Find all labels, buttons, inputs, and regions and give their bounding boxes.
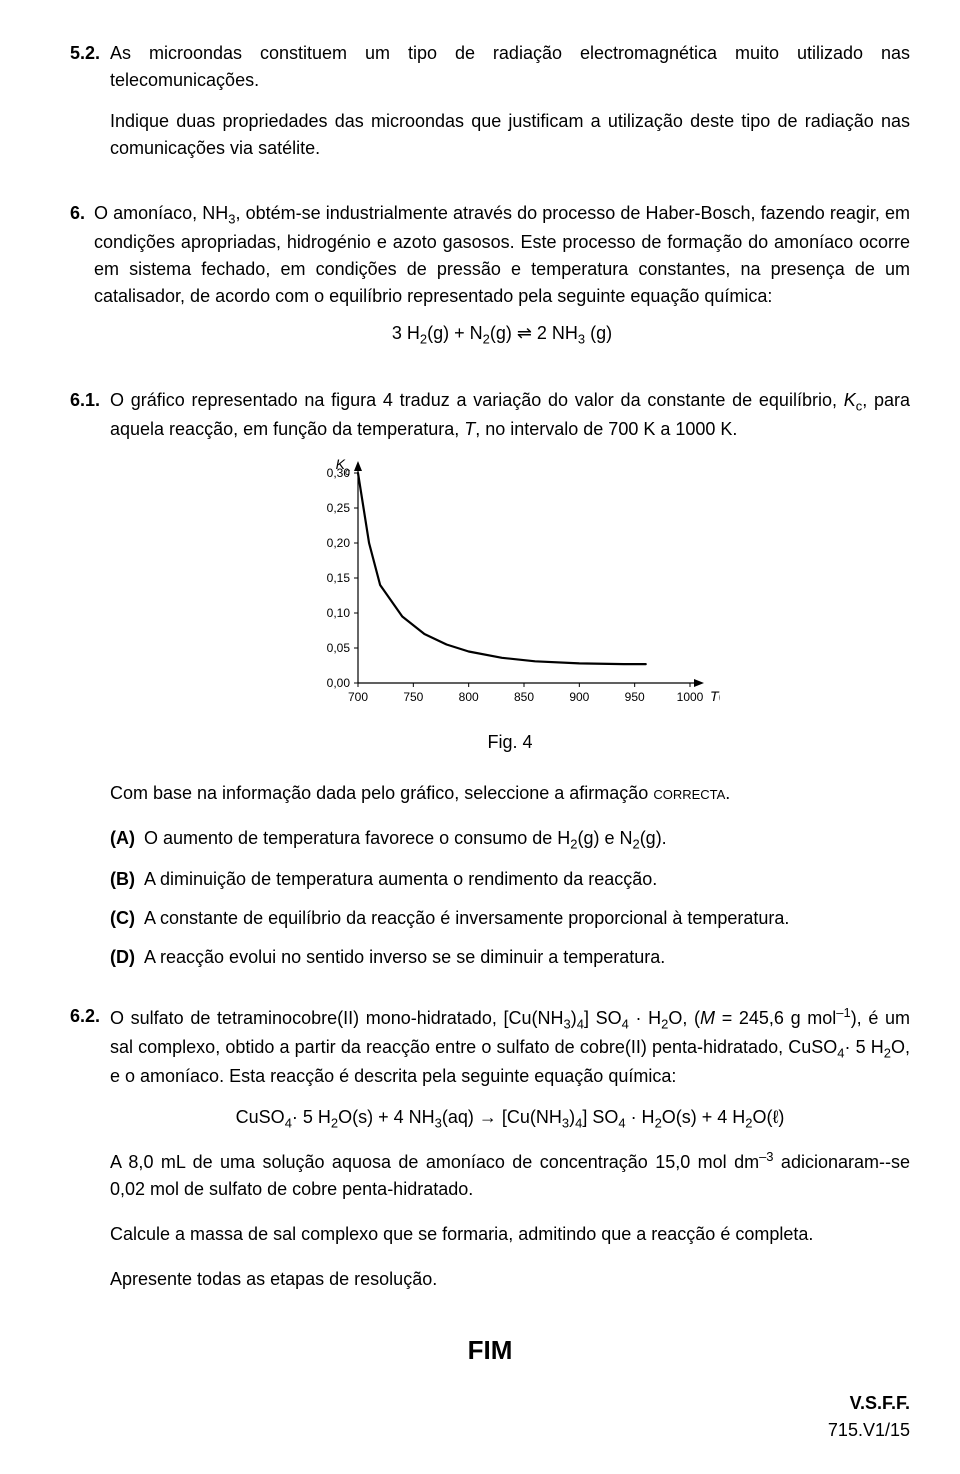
- options-list: (A)O aumento de temperatura favorece o c…: [110, 825, 910, 971]
- M-italic: M: [700, 1008, 715, 1028]
- svg-text:950: 950: [625, 690, 645, 704]
- q6-equation: 3 H2(g) + N2(g) ⇌ 2 NH3 (g): [94, 320, 910, 349]
- q52-p1: As microondas constituem um tipo de radi…: [110, 43, 910, 90]
- q52-p2: Indique duas propriedades das microondas…: [110, 108, 910, 162]
- option-a: (A)O aumento de temperatura favorece o c…: [110, 825, 910, 854]
- q62-p3: Calcule a massa de sal complexo que se f…: [110, 1221, 910, 1248]
- q62-p2a: A 8,0 mL de uma solução aquosa de amonía…: [110, 1152, 759, 1172]
- opt-b-text: A diminuição de temperatura aumenta o re…: [144, 869, 657, 889]
- q62-t: · 5 H: [844, 1037, 883, 1057]
- q61-prompt-a: Com base na informação dada pelo gráfico…: [110, 783, 653, 803]
- question-6-2: 6.2. O sulfato de tetraminocobre(II) mon…: [70, 1003, 910, 1311]
- kc-chart: 0,300,250,200,150,100,050,00700750800850…: [300, 453, 720, 723]
- opt-c-label: (C): [110, 905, 144, 932]
- q62-p2: A 8,0 mL de uma solução aquosa de amonía…: [110, 1147, 910, 1203]
- sub-4: 4: [577, 1017, 584, 1032]
- q52-body: As microondas constituem um tipo de radi…: [110, 40, 910, 180]
- page-code: 715.V1/15: [70, 1417, 910, 1444]
- q61-t: , no intervalo de 700 K a 1000 K.: [475, 419, 737, 439]
- opt-d-label: (D): [110, 944, 144, 971]
- q62-t: · H: [629, 1008, 661, 1028]
- q52-number: 5.2.: [70, 40, 110, 180]
- correcta-smallcaps: correcta: [653, 783, 725, 803]
- eq-part: (g) + N: [427, 323, 483, 343]
- svg-text:0,25: 0,25: [327, 501, 351, 515]
- opt-b-label: (B): [110, 866, 144, 893]
- option-b: (B)A diminuição de temperatura aumenta o…: [110, 866, 910, 893]
- sub-2: 2: [420, 332, 427, 347]
- svg-text:0,15: 0,15: [327, 571, 351, 585]
- svg-text:900: 900: [569, 690, 589, 704]
- eq62: O(s) + 4 H: [662, 1107, 746, 1127]
- q62-body: O sulfato de tetraminocobre(II) mono-hid…: [110, 1003, 910, 1311]
- eq62: O(ℓ): [753, 1107, 785, 1127]
- q61-t: O gráfico representado na figura 4 tradu…: [110, 390, 844, 410]
- question-5-2: 5.2. As microondas constituem um tipo de…: [70, 40, 910, 180]
- dot: .: [725, 783, 730, 803]
- svg-text:700: 700: [348, 690, 368, 704]
- figure-caption: Fig. 4: [110, 729, 910, 756]
- q61-body: O gráfico representado na figura 4 tradu…: [110, 387, 910, 983]
- question-6: 6. O amoníaco, NH3, obtém-se industrialm…: [70, 200, 910, 367]
- exam-page: 5.2. As microondas constituem um tipo de…: [0, 0, 960, 1474]
- q62-p4: Apresente todas as etapas de resolução.: [110, 1266, 910, 1293]
- eq62: O(s) + 4 NH: [338, 1107, 435, 1127]
- eq62: · 5 H: [292, 1107, 331, 1127]
- q62-t: ] SO: [584, 1008, 622, 1028]
- fim-label: FIM: [70, 1331, 910, 1370]
- q62-t: = 245,6 g mol: [715, 1008, 836, 1028]
- sub-2: 2: [745, 1116, 752, 1131]
- opt-a-text: O aumento de temperatura favorece o cons…: [144, 828, 570, 848]
- sup-minus3: –3: [759, 1149, 773, 1164]
- option-c: (C)A constante de equilíbrio da reacção …: [110, 905, 910, 932]
- q62-number: 6.2.: [70, 1003, 110, 1311]
- q61-number: 6.1.: [70, 387, 110, 983]
- eq62: · H: [626, 1107, 655, 1127]
- svg-text:T(K): T(K): [710, 688, 720, 704]
- kc-italic: K: [844, 390, 856, 410]
- eq-part: (g): [585, 323, 612, 343]
- sub-2: 2: [884, 1046, 891, 1061]
- sub-3: 3: [435, 1116, 442, 1131]
- opt-a-text: (g).: [640, 828, 667, 848]
- sub-4: 4: [618, 1116, 625, 1131]
- option-d: (D)A reacção evolui no sentido inverso s…: [110, 944, 910, 971]
- opt-d-text: A reacção evolui no sentido inverso se s…: [144, 947, 665, 967]
- eq62: CuSO: [236, 1107, 285, 1127]
- opt-a-label: (A): [110, 825, 144, 852]
- opt-a-text: (g) e N: [577, 828, 632, 848]
- svg-text:0,05: 0,05: [327, 641, 351, 655]
- sup-minus1: –1: [836, 1005, 850, 1020]
- sub-4: 4: [622, 1017, 629, 1032]
- vsff-label: V.S.F.F.: [70, 1390, 910, 1417]
- eq-part: (g) ⇌ 2 NH: [490, 323, 578, 343]
- q62-t: O, (: [668, 1008, 700, 1028]
- q62-equation: CuSO4· 5 H2O(s) + 4 NH3(aq) → [Cu(NH3)4]…: [110, 1104, 910, 1133]
- T-italic: T: [464, 419, 475, 439]
- sub-3: 3: [564, 1017, 571, 1032]
- q61-prompt: Com base na informação dada pelo gráfico…: [110, 780, 910, 807]
- svg-text:1000: 1000: [677, 690, 704, 704]
- q6-text-a: O amoníaco, NH: [94, 203, 228, 223]
- eq62: (aq) → [Cu(NH: [442, 1107, 562, 1127]
- opt-c-text: A constante de equilíbrio da reacção é i…: [144, 908, 789, 928]
- sub-3: 3: [228, 212, 235, 227]
- svg-text:0,00: 0,00: [327, 676, 351, 690]
- svg-text:0,10: 0,10: [327, 606, 351, 620]
- svg-text:850: 850: [514, 690, 534, 704]
- sub-2: 2: [655, 1116, 662, 1131]
- sub-4: 4: [285, 1116, 292, 1131]
- q6-number: 6.: [70, 200, 94, 367]
- sub-2: 2: [483, 332, 490, 347]
- sub-2: 2: [632, 837, 639, 852]
- svg-text:0,20: 0,20: [327, 536, 351, 550]
- kc-chart-svg: 0,300,250,200,150,100,050,00700750800850…: [300, 453, 720, 723]
- q6-body: O amoníaco, NH3, obtém-se industrialment…: [94, 200, 910, 367]
- svg-text:750: 750: [403, 690, 423, 704]
- svg-text:800: 800: [459, 690, 479, 704]
- q62-t: O sulfato de tetraminocobre(II) mono-hid…: [110, 1008, 564, 1028]
- question-6-1: 6.1. O gráfico representado na figura 4 …: [70, 387, 910, 983]
- eq-part: 3 H: [392, 323, 420, 343]
- eq62: ] SO: [582, 1107, 618, 1127]
